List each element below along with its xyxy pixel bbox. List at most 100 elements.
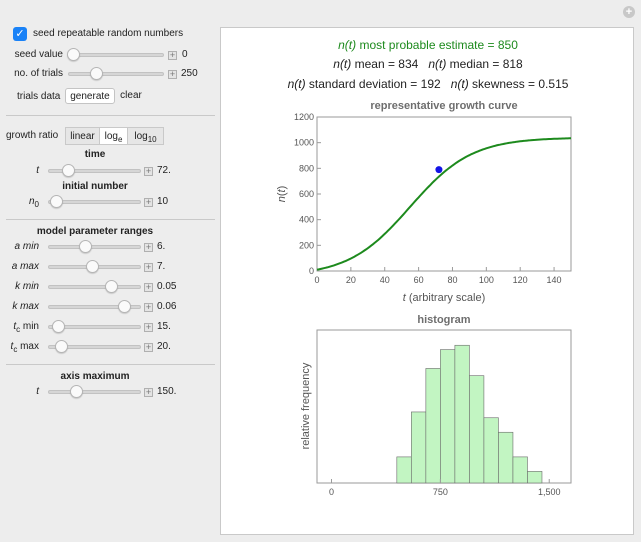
divider	[6, 364, 215, 365]
growth-ratio-log10-option[interactable]: log10	[127, 127, 164, 145]
initial-number-label: n0	[28, 196, 39, 209]
x-tick-label: 1,500	[538, 487, 561, 497]
mean-median-line: n(t) mean = 834 n(t) median = 818	[333, 57, 523, 71]
divider	[6, 219, 215, 220]
k-min-slider-thumb[interactable]	[105, 280, 119, 293]
time-plus-icon[interactable]: +	[144, 166, 153, 176]
k-min-slider[interactable]	[48, 285, 141, 289]
corner-plus-icon[interactable]: +	[623, 6, 635, 18]
trials-label: no. of trials	[14, 68, 63, 79]
axis-maximum-title: axis maximum	[60, 371, 130, 382]
histogram-bar	[454, 344, 470, 484]
tc-min-plus-icon[interactable]: +	[144, 322, 153, 332]
growth-ratio-linear-option[interactable]: linear	[65, 127, 100, 145]
seed-checkbox-label: seed repeatable random numbers	[33, 28, 184, 39]
a-min-label: a min	[14, 241, 39, 252]
x-tick-label: 100	[479, 275, 494, 285]
initial-number-slider-thumb[interactable]	[50, 195, 64, 208]
y-tick-label: 1200	[294, 112, 314, 122]
tc-min-slider[interactable]	[48, 325, 141, 329]
axis-t-plus-icon[interactable]: +	[144, 387, 153, 397]
initial-number-value: 10	[157, 196, 169, 207]
a-max-label: a max	[11, 261, 39, 272]
y-tick-label: 200	[299, 240, 314, 250]
x-tick-label: 0	[314, 275, 319, 285]
histogram-ylabel: relative frequency	[300, 362, 312, 449]
x-tick-label: 750	[433, 487, 448, 497]
divider	[6, 115, 215, 116]
x-tick-label: 60	[414, 275, 424, 285]
histogram-bar	[512, 456, 528, 484]
trials-plus-icon[interactable]: +	[168, 69, 177, 79]
growth-chart-xlabel: t (arbitrary scale)	[403, 292, 486, 304]
initial-number-plus-icon[interactable]: +	[144, 197, 153, 207]
histogram-bar	[411, 411, 427, 484]
a-min-slider-thumb[interactable]	[78, 240, 92, 253]
trials-value: 250	[181, 68, 198, 79]
axis-t-slider-thumb[interactable]	[69, 385, 83, 398]
histogram-bar	[396, 456, 412, 484]
x-tick-label: 20	[346, 275, 356, 285]
x-tick-label: 0	[329, 487, 334, 497]
k-max-label: k max	[12, 301, 39, 312]
histogram-bar	[440, 349, 456, 484]
a-max-slider-thumb[interactable]	[85, 260, 99, 273]
time-value: 72.	[157, 165, 171, 176]
trials-data-label: trials data	[17, 91, 61, 102]
growth-chart-ylabel: n(t)	[276, 186, 288, 203]
axis-t-value: 150.	[157, 386, 177, 397]
time-title: time	[84, 149, 106, 160]
histogram-bar	[527, 471, 543, 484]
tc-max-slider-thumb[interactable]	[55, 340, 69, 353]
a-min-slider[interactable]	[48, 245, 141, 249]
k-max-slider[interactable]	[48, 305, 141, 309]
tc-max-plus-icon[interactable]: +	[144, 342, 153, 352]
a-max-value: 7.	[157, 261, 166, 272]
a-max-plus-icon[interactable]: +	[144, 262, 153, 272]
k-max-slider-thumb[interactable]	[118, 300, 132, 313]
y-tick-label: 800	[299, 163, 314, 173]
seed-value-value: 0	[182, 49, 188, 60]
a-min-plus-icon[interactable]: +	[144, 242, 153, 252]
seed-checkbox[interactable]: ✓	[13, 27, 27, 41]
time-t-label: t	[36, 165, 39, 176]
tc-min-slider-thumb[interactable]	[51, 320, 65, 333]
seed-value-plus-icon[interactable]: +	[168, 50, 177, 60]
generate-button[interactable]: generate	[65, 88, 115, 104]
histogram-bar	[483, 417, 499, 484]
output-panel: n(t) most probable estimate = 850 n(t) m…	[220, 27, 634, 535]
axis-t-slider[interactable]	[48, 390, 141, 394]
x-tick-label: 40	[380, 275, 390, 285]
model-parameter-title: model parameter ranges	[36, 226, 154, 237]
growth-curve-point	[435, 166, 443, 174]
x-tick-label: 140	[547, 275, 562, 285]
k-max-plus-icon[interactable]: +	[144, 302, 153, 312]
initial-number-slider[interactable]	[48, 200, 141, 204]
tc-max-label: tc max	[10, 341, 39, 354]
time-slider-thumb[interactable]	[61, 164, 75, 177]
y-tick-label: 400	[299, 215, 314, 225]
time-slider[interactable]	[48, 169, 141, 173]
initial-number-title: initial number	[62, 181, 128, 192]
histogram-bar	[425, 368, 441, 484]
k-min-plus-icon[interactable]: +	[144, 282, 153, 292]
tc-max-slider[interactable]	[48, 345, 141, 349]
seed-value-slider[interactable]	[68, 53, 164, 57]
control-panel: ✓ seed repeatable random numbers seed va…	[0, 0, 215, 542]
growth-chart-title: representative growth curve	[370, 100, 517, 112]
tc-min-label: tc min	[13, 321, 39, 334]
k-max-value: 0.06	[157, 301, 177, 312]
charts-svg: representative growth curve 020040060080…	[276, 100, 572, 497]
seed-value-slider-thumb[interactable]	[67, 48, 80, 61]
axis-t-label: t	[36, 386, 39, 397]
y-tick-label: 0	[309, 266, 314, 276]
growth-curve-line	[316, 137, 571, 271]
trials-slider[interactable]	[68, 72, 164, 76]
x-tick-label: 80	[447, 275, 457, 285]
clear-button[interactable]: clear	[120, 90, 142, 101]
most-probable-estimate: n(t) most probable estimate = 850	[338, 38, 518, 52]
growth-ratio-loge-option[interactable]: loge	[99, 127, 128, 145]
y-tick-label: 1000	[294, 138, 314, 148]
trials-slider-thumb[interactable]	[89, 67, 103, 80]
tc-min-value: 15.	[157, 321, 171, 332]
